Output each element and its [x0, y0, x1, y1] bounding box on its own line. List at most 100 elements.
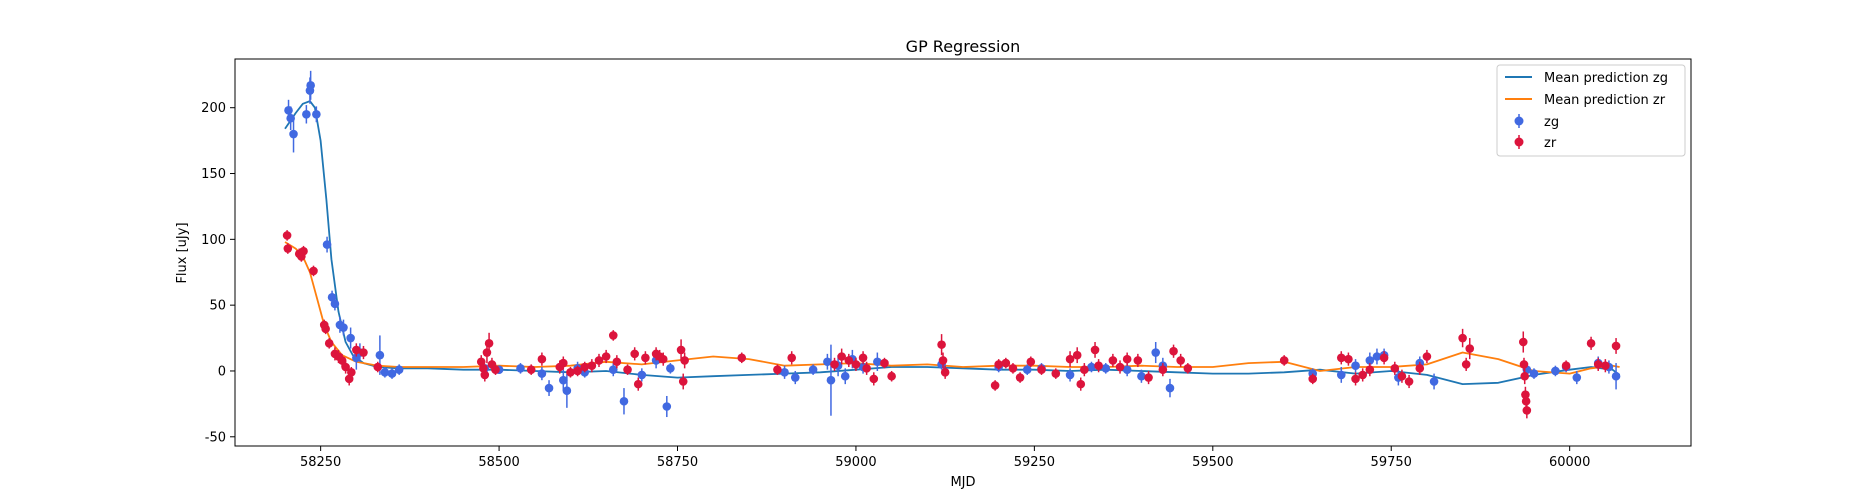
zr-point-81	[1158, 365, 1168, 374]
zr-point-65	[1008, 364, 1018, 373]
zr-point-47	[737, 353, 747, 363]
zr-point-79	[1133, 356, 1143, 365]
zr-point-75	[1094, 361, 1103, 371]
zr-point-84	[1183, 364, 1193, 373]
zg-point-15	[375, 350, 385, 360]
zr-point-1	[283, 244, 293, 253]
zr-point-78	[1122, 354, 1132, 364]
legend-swatch-zr	[1514, 137, 1524, 147]
zr-point-33	[594, 356, 604, 365]
zg-point-30	[637, 370, 647, 380]
zr-point-34	[601, 352, 611, 361]
zr-point-69	[1051, 369, 1061, 378]
zr-point-97	[1422, 352, 1432, 361]
zg-point-25	[562, 386, 572, 396]
zr-point-83	[1176, 356, 1185, 365]
zg-point-40	[840, 371, 850, 381]
zg-point-32	[662, 402, 672, 411]
zr-point-82	[1169, 346, 1178, 356]
zg-point-58	[1351, 361, 1360, 371]
zg-point-4	[306, 81, 315, 90]
zg-point-72	[1611, 371, 1621, 381]
zg-point-43	[873, 357, 882, 367]
y-tick-label--50: -50	[205, 430, 226, 445]
zr-point-71	[1072, 350, 1082, 360]
zg-point-33	[666, 364, 675, 373]
zr-point-66	[1015, 373, 1025, 382]
zr-point-89	[1351, 374, 1360, 384]
zr-point-50	[830, 360, 839, 369]
legend-box	[1496, 64, 1686, 157]
zg-point-12	[346, 333, 355, 343]
zr-point-98	[1458, 333, 1467, 343]
zg-point-59	[1365, 356, 1375, 365]
zg-point-53	[1151, 348, 1161, 357]
zr-point-59	[937, 340, 946, 349]
y-tick-label-200: 200	[201, 101, 226, 116]
y-tick-label-100: 100	[201, 233, 226, 248]
zr-point-54	[858, 353, 868, 363]
legend: Mean prediction zg Mean prediction zr zg…	[1496, 64, 1686, 157]
zr-point-43	[658, 354, 668, 364]
zr-point-55	[862, 364, 871, 373]
zr-point-95	[1404, 377, 1414, 386]
x-tick-label-58750: 58750	[657, 455, 698, 470]
zr-point-61	[940, 367, 950, 377]
zg-point-9	[330, 299, 340, 309]
zr-point-32	[587, 361, 597, 371]
zr-point-63	[994, 360, 1003, 369]
zr-point-99	[1465, 344, 1475, 353]
zg-point-36	[808, 365, 818, 374]
zr-point-5	[309, 266, 318, 276]
zr-point-92	[1379, 353, 1389, 363]
legend-label-mean-zr: Mean prediction zr	[1544, 93, 1666, 108]
x-tick-label-58250: 58250	[300, 455, 341, 470]
zr-point-93	[1390, 364, 1400, 373]
zg-point-37	[823, 357, 832, 367]
zr-point-57	[880, 358, 889, 368]
zr-point-38	[630, 349, 639, 359]
zr-point-101	[1518, 337, 1528, 347]
zr-point-85	[1279, 356, 1289, 365]
zr-point-35	[608, 331, 618, 340]
x-tick-label-60000: 60000	[1549, 455, 1590, 470]
plot-area	[282, 70, 1621, 419]
zg-point-24	[559, 375, 568, 385]
zr-point-48	[773, 365, 782, 374]
zg-point-67	[1551, 366, 1560, 376]
zg-point-11	[339, 323, 348, 332]
zg-point-49	[1087, 362, 1096, 372]
zg-point-17	[387, 369, 397, 378]
y-tick-label-50: 50	[209, 299, 226, 314]
zg-point-57	[1336, 370, 1346, 380]
zr-point-49	[787, 353, 797, 363]
zg-point-18	[394, 365, 404, 374]
zr-point-110	[1601, 361, 1610, 371]
zr-point-80	[1144, 373, 1153, 382]
zg-point-7	[322, 240, 332, 249]
zr-point-107	[1561, 361, 1571, 371]
observation-points	[282, 70, 1621, 419]
zr-point-106	[1519, 360, 1529, 369]
zg-point-50	[1101, 364, 1111, 373]
zg-point-69	[1572, 373, 1582, 382]
zg-point-66	[1529, 369, 1539, 378]
zr-point-30	[573, 366, 582, 376]
zr-point-94	[1397, 371, 1407, 381]
zr-point-52	[844, 356, 854, 365]
zr-point-60	[938, 356, 948, 365]
zr-point-4	[299, 246, 308, 256]
zg-point-28	[608, 365, 618, 374]
zr-point-40	[641, 353, 650, 363]
zr-point-102	[1520, 371, 1530, 381]
zg-point-35	[790, 373, 800, 382]
zr-point-25	[526, 365, 536, 374]
zr-point-68	[1037, 365, 1046, 374]
zg-point-21	[516, 364, 525, 373]
zg-point-55	[1165, 383, 1175, 393]
zr-point-11	[337, 356, 347, 365]
legend-label-mean-zg: Mean prediction zg	[1544, 71, 1668, 86]
legend-label-zr: zr	[1544, 136, 1557, 151]
zg-point-29	[619, 396, 629, 406]
